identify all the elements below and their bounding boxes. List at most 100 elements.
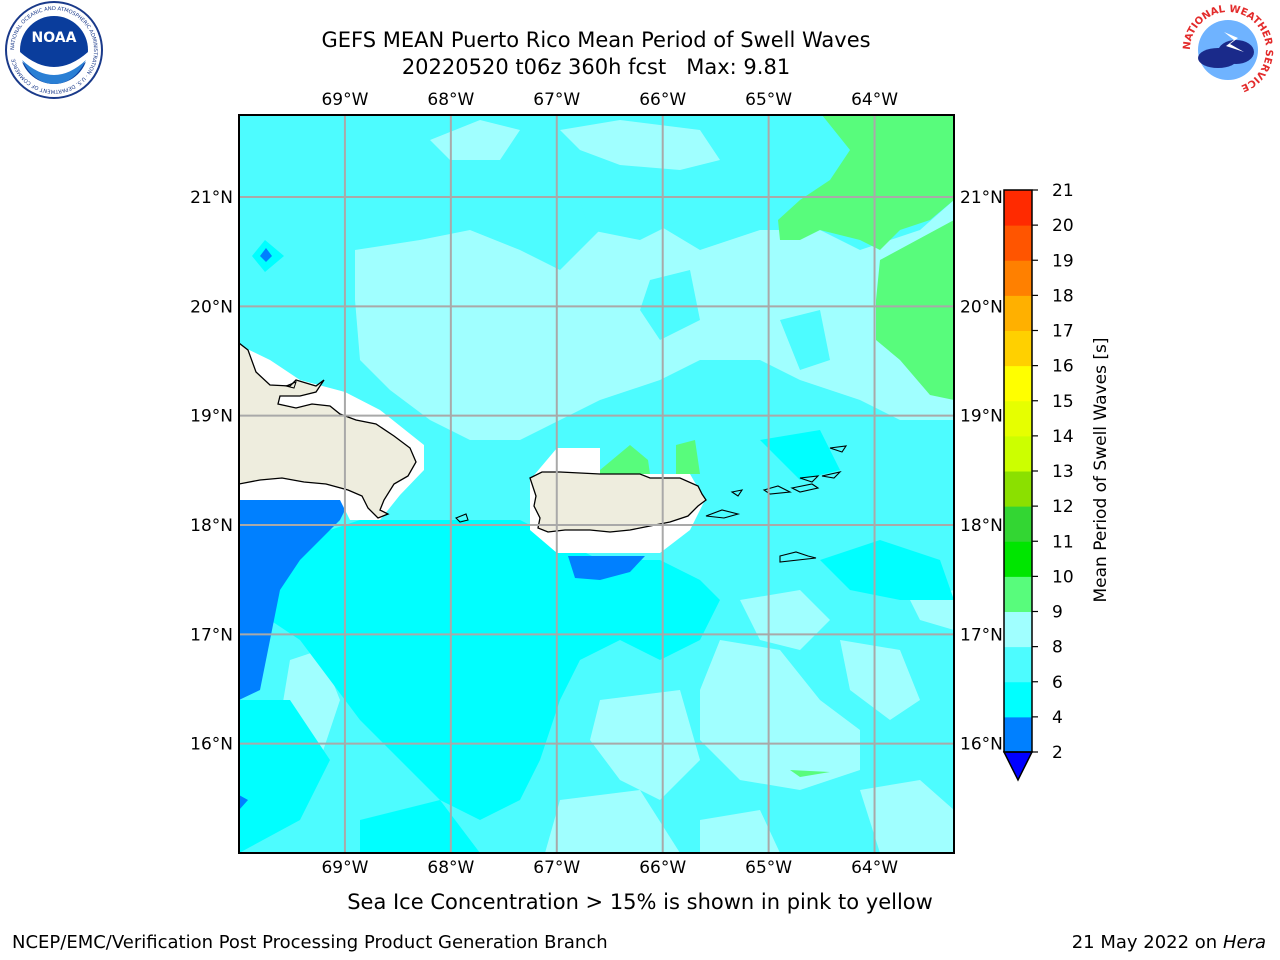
field-2-4s-spot [260,248,272,262]
footer-date: 21 May 2022 on Hera [1072,932,1266,953]
lon-label-bottom: 66°W [639,858,686,878]
field-4-6s-patch [820,540,954,600]
lat-label-left: 16°N [190,735,233,755]
lat-label-right: 17°N [960,625,1003,645]
field-4-6s-patch [760,430,840,480]
sea-ice-note: Sea Ice Concentration > 15% is shown in … [347,890,933,914]
noaa-logo-text: NOAA [32,30,77,46]
colorbar-tick-label: 2 [1052,743,1063,763]
colorbar-tick-label: 16 [1052,357,1074,377]
colorbar-tick-label: 13 [1052,462,1074,482]
colorbar-segment [1004,435,1032,472]
lat-label-left: 21°N [190,188,233,208]
colorbar-segment [1004,260,1032,296]
field-8-9s-patch [430,120,520,160]
field-4-6s-south [239,520,720,820]
noaa-logo: NOAA NATIONAL OCEANIC AND ATMOSPHERIC AD… [5,1,103,99]
colorbar-segment [1004,576,1032,612]
colorbar-segment [1004,295,1032,331]
map-tick-labels: 69°W 69°W 68°W 68°W 67°W 67°W 66°W 66°W 65°W 65°W… [190,90,1003,878]
colorbar-tick-label: 6 [1052,673,1063,693]
field-8-9s-patch [560,120,720,170]
lon-label-bottom: 69°W [321,858,368,878]
field-9-10s-east [876,220,954,400]
lat-label-left: 19°N [190,407,233,427]
mona-island [455,513,469,523]
field-8-9s-patch [860,780,954,853]
field-2-4s-south-pr [568,556,645,580]
colorbar-tick-label: 15 [1052,392,1074,412]
lon-label-top: 65°W [745,90,792,110]
field-9-10s-spot [790,770,830,777]
lat-label-right: 19°N [960,407,1003,427]
field-2-4s-spot [239,795,248,810]
colorbar-label: Mean Period of Swell Waves [s] [1091,338,1111,603]
tortola-island [799,475,820,483]
footer-date-text: 21 May 2022 on [1071,932,1218,953]
lat-label-right: 20°N [960,297,1003,317]
colorbar-tick-label: 17 [1052,322,1074,342]
st-john-island [790,483,820,493]
lon-label-bottom: 65°W [745,858,792,878]
lon-label-top: 67°W [533,90,580,110]
lon-label-bottom: 68°W [427,858,474,878]
colorbar-tick-label: 10 [1052,567,1074,587]
field-8-9s-patch [545,790,680,853]
colorbar-segment [1004,190,1032,226]
lat-label-left: 17°N [190,625,233,645]
culebra-island [730,489,744,497]
colorbar-under-arrow [1002,751,1034,782]
lat-label-right: 21°N [960,188,1003,208]
field-9-10s-northeast [778,115,954,250]
colorbar-tick-label: 19 [1052,251,1074,271]
colorbar-segment [1004,471,1032,507]
field-6-8s-patch [780,310,830,370]
field-8-9s-patch [840,640,920,720]
map-title: GEFS MEAN Puerto Rico Mean Period of Swe… [321,28,871,52]
lon-label-top: 68°W [427,90,474,110]
colorbar: 2 4 6 8 9 10 11 12 13 14 15 16 17 18 19 20 21 [1002,181,1074,782]
field-9-10s-north-pr [600,445,650,474]
footer-branch: NCEP/EMC/Verification Post Processing Pr… [12,932,608,953]
colorbar-segment [1004,330,1032,367]
anegada-island [829,445,848,453]
lat-label-right: 16°N [960,735,1003,755]
lat-label-left: 20°N [190,297,233,317]
colorbar-tick-label: 8 [1052,638,1063,658]
field-4-6s-patch [239,700,330,853]
graticule [239,115,954,853]
field-6-8s-patch [580,190,680,240]
map-subtitle: 20220520 t06z 360h fcst Max: 9.81 [246,53,946,81]
colorbar-segment [1004,611,1032,648]
virgin-gorda-island [821,471,842,479]
lat-label-left: 18°N [190,516,233,536]
lon-label-top: 66°W [639,90,686,110]
lon-label-top: 64°W [851,90,898,110]
map-frame [238,114,955,854]
field-9-10s-north-pr [676,440,700,474]
colorbar-tick-label: 18 [1052,286,1074,306]
colorbar-segment [1004,400,1032,437]
lon-label-bottom: 67°W [533,858,580,878]
field-8-9s-patch [590,690,700,800]
field-2-4s-west [239,500,350,700]
colorbar-tick-label: 9 [1052,603,1063,623]
field-8-9s-southeast [700,640,860,790]
lon-label-bottom: 64°W [851,858,898,878]
colorbar-segment [1004,225,1032,261]
colorbar-segment [1004,365,1032,402]
forecast-run: 20220520 t06z 360h fcst [401,55,667,79]
lat-label-right: 18°N [960,516,1003,536]
colorbar-tick-label: 14 [1052,427,1074,447]
max-value: Max: 9.81 [686,55,791,79]
field-6-8s-patch [640,270,700,340]
colorbar-segment [1004,541,1032,577]
colorbar-tick-label: 21 [1052,181,1074,201]
nws-logo: NATIONAL WEATHER SERVICE [1180,2,1276,98]
colorbar-segment [1004,646,1032,683]
vieques-island [705,509,741,519]
footer-host: Hera [1222,932,1266,953]
colorbar-segment [1004,506,1032,542]
lon-label-top: 69°W [321,90,368,110]
